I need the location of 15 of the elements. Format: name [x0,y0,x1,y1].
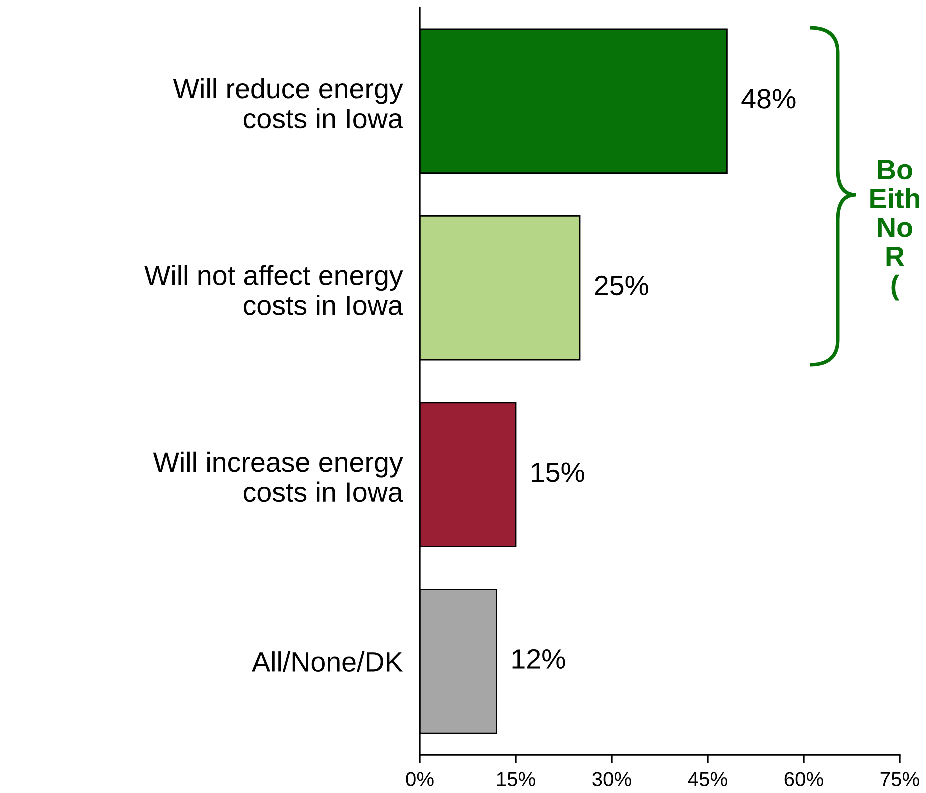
x-tick-label: 60% [784,772,824,786]
data-label: 48% [742,89,796,109]
x-tick-label: 15% [497,772,536,786]
data-label: 12% [512,649,566,669]
y-tick-label: Will increase energy costs in Iowa [153,452,404,502]
y-tick-label: Will reduce energy costs in Iowa [173,78,404,129]
y-tick-label: Will not affect energy costs in Iowa [144,265,404,316]
x-tick-label: 45% [688,772,728,786]
y-tick-label: All/None/DK [252,652,404,672]
x-tick-label: 30% [592,772,632,786]
data-label: 15% [532,462,584,482]
annotation: Bo Eith No R ( [870,160,920,301]
x-tick-label: 0% [406,772,434,786]
data-label: 25% [595,276,648,296]
x-tick-label: 75% [880,772,920,786]
